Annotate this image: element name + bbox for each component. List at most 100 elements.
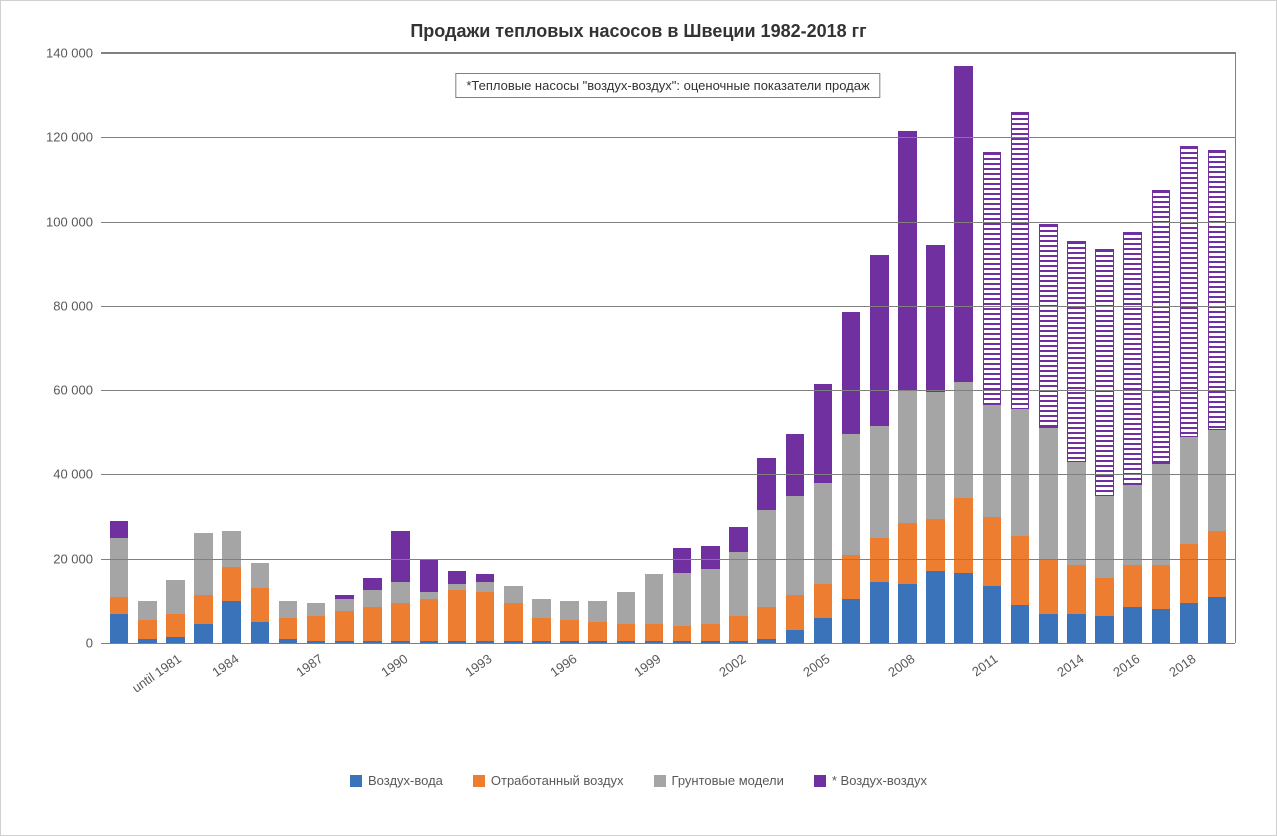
- x-label-slot: [302, 643, 330, 703]
- bar-stack: [110, 521, 129, 643]
- x-label-slot: [415, 643, 443, 703]
- bar-stack: [786, 434, 805, 643]
- bar-stack: [1152, 190, 1171, 643]
- y-tick-label: 60 000: [53, 383, 101, 398]
- x-label-slot: [725, 643, 753, 703]
- x-label-slot: [837, 643, 865, 703]
- x-label-slot: [922, 643, 950, 703]
- bar-slot: [724, 53, 752, 643]
- bar-stack: [1011, 112, 1030, 643]
- bar-slot: [753, 53, 781, 643]
- bar-segment-air_air: [898, 131, 917, 390]
- bar-stack: [757, 458, 776, 643]
- bar-segment-air_water: [1011, 605, 1030, 643]
- bar-stack: [729, 527, 748, 643]
- x-label-slot: [668, 643, 696, 703]
- bar-stack: [504, 586, 523, 643]
- bar-segment-air_air: [673, 548, 692, 573]
- bar-segment-air_water: [954, 573, 973, 643]
- bar-stack: [476, 574, 495, 644]
- x-label-slot: [556, 643, 584, 703]
- bar-segment-exhaust_air: [560, 620, 579, 641]
- bar-segment-air_water: [1095, 616, 1114, 643]
- bar-segment-air_air: [1039, 224, 1058, 428]
- bar-stack: [673, 548, 692, 643]
- bar-segment-exhaust_air: [588, 622, 607, 641]
- legend-swatch: [473, 775, 485, 787]
- bar-segment-air_air: [1067, 241, 1086, 462]
- bar-segment-ground: [138, 601, 157, 620]
- y-tick-label: 120 000: [46, 130, 101, 145]
- bar-segment-air_water: [926, 571, 945, 643]
- bar-segment-ground: [307, 603, 326, 616]
- bar-stack: [701, 546, 720, 643]
- bar-segment-air_air: [448, 571, 467, 584]
- legend-swatch: [350, 775, 362, 787]
- legend-item: Воздух-вода: [350, 773, 443, 788]
- bar-segment-air_air: [983, 152, 1002, 405]
- bar-segment-exhaust_air: [420, 599, 439, 641]
- bar-segment-air_water: [1067, 614, 1086, 644]
- bar-stack: [617, 592, 636, 643]
- bar-segment-ground: [842, 434, 861, 554]
- bar-stack: [1095, 249, 1114, 643]
- legend-label: Отработанный воздух: [491, 773, 624, 788]
- bar-slot: [668, 53, 696, 643]
- x-label-slot: [1119, 643, 1147, 703]
- bar-segment-air_air: [870, 255, 889, 426]
- bar-segment-ground: [1067, 462, 1086, 565]
- x-label-slot: [640, 643, 668, 703]
- bar-segment-exhaust_air: [1011, 536, 1030, 606]
- bar-slot: [387, 53, 415, 643]
- bar-segment-exhaust_air: [701, 624, 720, 641]
- x-label-slot: [1204, 643, 1232, 703]
- bar-segment-ground: [1011, 409, 1030, 535]
- gridline: [101, 222, 1235, 223]
- bar-segment-ground: [588, 601, 607, 622]
- y-tick-label: 0: [86, 636, 101, 651]
- x-label-slot: 2018: [1147, 643, 1175, 703]
- x-label-slot: [1063, 643, 1091, 703]
- bar-segment-ground: [645, 574, 664, 625]
- bar-segment-exhaust_air: [1180, 544, 1199, 603]
- bar-segment-air_water: [194, 624, 213, 643]
- bar-slot: [1147, 53, 1175, 643]
- bar-slot: [837, 53, 865, 643]
- plot-area: *Тепловые насосы "воздух-воздух": оценоч…: [101, 52, 1236, 643]
- x-label-slot: 2008: [866, 643, 894, 703]
- bar-segment-air_air: [842, 312, 861, 434]
- bar-segment-air_water: [842, 599, 861, 643]
- bar-segment-air_air: [1180, 146, 1199, 437]
- bar-segment-exhaust_air: [476, 592, 495, 640]
- bar-segment-exhaust_air: [194, 595, 213, 625]
- bar-segment-air_air: [110, 521, 129, 538]
- bar-segment-ground: [335, 599, 354, 612]
- legend-item: Отработанный воздух: [473, 773, 624, 788]
- bar-slot: [471, 53, 499, 643]
- bar-segment-air_air: [420, 559, 439, 593]
- bar-segment-exhaust_air: [1039, 559, 1058, 614]
- bar-segment-exhaust_air: [1208, 531, 1227, 596]
- x-label-slot: 2014: [1035, 643, 1063, 703]
- bar-segment-ground: [926, 392, 945, 518]
- bar-segment-exhaust_air: [1123, 565, 1142, 607]
- legend-item: * Воздух-воздух: [814, 773, 927, 788]
- bar-segment-exhaust_air: [898, 523, 917, 584]
- bar-segment-air_air: [926, 245, 945, 393]
- bar-segment-ground: [251, 563, 270, 588]
- bar-segment-ground: [1095, 496, 1114, 578]
- y-tick-label: 40 000: [53, 467, 101, 482]
- bar-segment-exhaust_air: [110, 597, 129, 614]
- bar-segment-air_air: [363, 578, 382, 591]
- y-tick-label: 140 000: [46, 46, 101, 61]
- bar-segment-ground: [673, 573, 692, 626]
- bar-slot: [302, 53, 330, 643]
- bar-segment-exhaust_air: [363, 607, 382, 641]
- bar-stack: [251, 563, 270, 643]
- bar-segment-air_air: [1095, 249, 1114, 496]
- gridline: [101, 390, 1235, 391]
- bar-slot: [922, 53, 950, 643]
- bar-slot: [612, 53, 640, 643]
- bar-segment-ground: [954, 382, 973, 498]
- bar-slot: [556, 53, 584, 643]
